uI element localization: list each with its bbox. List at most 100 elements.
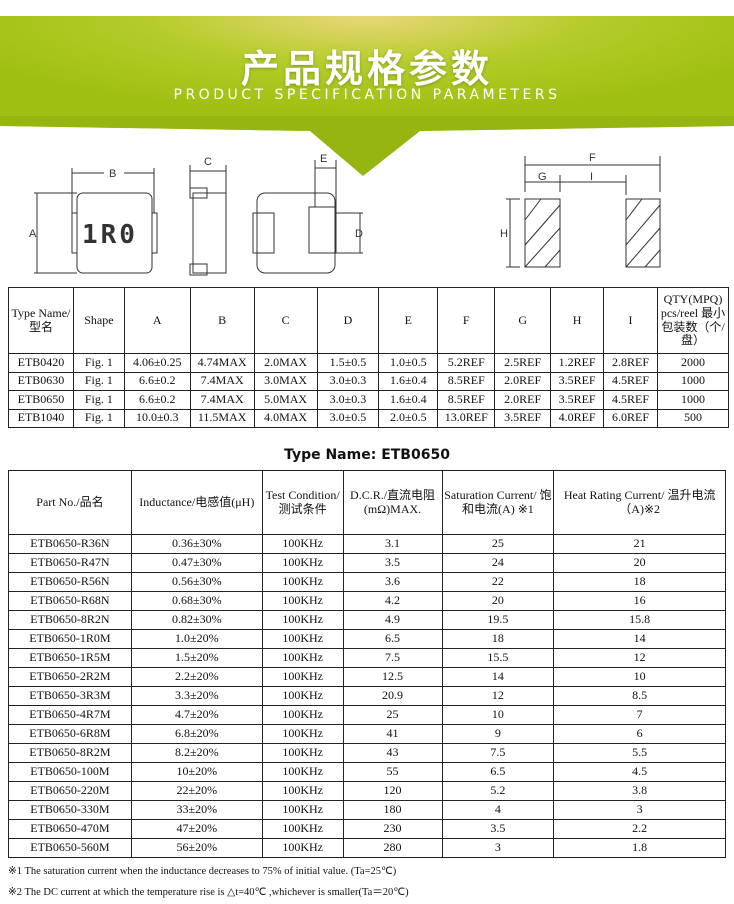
table-cell: 2.5REF [494,353,552,373]
table-cell: 4.5REF [603,390,658,410]
table-cell: 5.0MAX [253,390,318,410]
table-cell: 8.5REF [437,390,496,410]
table-row: ETB0650-4R7M 4.7±20% 100KHz 25 10 7 [8,705,726,725]
table-cell: 8.5REF [437,371,496,391]
dim-label-f: F [589,152,596,164]
table-cell: 0.82±30% [130,610,263,630]
table-cell: 14 [553,629,726,649]
table-cell: 55 [342,762,443,782]
column-header: Inductance/电感值(μH) [130,470,263,535]
table-cell: 25 [342,705,443,725]
column-header: F [437,287,496,354]
table-cell: 10±20% [130,762,263,782]
table-row: ETB0650-560M 56±20% 100KHz 280 3 1.8 [8,838,726,858]
table-cell: 1.8 [553,838,726,858]
table-cell: Fig. 1 [72,371,125,391]
table-cell: 100KHz [261,629,344,649]
table-cell: 24 [441,553,555,573]
column-header: G [494,287,552,354]
dim-label-g: G [538,171,547,183]
table-cell: 4.0REF [550,408,605,428]
table-cell: 4 [441,800,555,820]
table-cell: 3.0±0.3 [316,390,380,410]
table-cell: ETB0650-220M [8,781,132,801]
table-cell: ETB0650-560M [8,838,132,858]
table-cell: 3 [441,838,555,858]
table-cell: 18 [553,572,726,592]
table-cell: 4.2 [342,591,443,611]
table-cell: 3.3±20% [130,686,263,706]
table-row: ETB0650-8R2N 0.82±30% 100KHz 4.9 19.5 15.8 [8,610,726,630]
table-cell: 1.2REF [550,353,605,373]
table-cell: 20 [553,553,726,573]
table-cell: 6.0REF [603,408,658,428]
table-cell: 1.6±0.4 [378,371,439,391]
table-cell: 19.5 [441,610,555,630]
table-cell: 4.74MAX [189,353,255,373]
table-cell: 0.68±30% [130,591,263,611]
table-cell: 100KHz [261,800,344,820]
dimension-drawing: B A C D E F G I H 1R0 [29,152,661,276]
table-cell: 15.8 [553,610,726,630]
table-cell: 2.2 [553,819,726,839]
table-cell: 5.2 [441,781,555,801]
table-cell: 6.6±0.2 [123,390,191,410]
table-cell: 2.0MAX [253,353,318,373]
table-cell: 10 [441,705,555,725]
table-cell: 20 [441,591,555,611]
table-cell: 100KHz [261,686,344,706]
table-cell: 9 [441,724,555,744]
table-cell: ETB0650-2R2M [8,667,132,687]
table-cell: 1.5±20% [130,648,263,668]
table-cell: 7.4MAX [189,390,255,410]
table-cell: ETB0650-8R2N [8,610,132,630]
table-cell: 4.9 [342,610,443,630]
table-cell: 3.5 [342,553,443,573]
table-cell: 180 [342,800,443,820]
table-cell: 2.2±20% [130,667,263,687]
dim-label-b: B [109,168,116,180]
spec-table: Type Name/型名 Shape A B C D E F G H I QTY(MPQ) pcs/r… [8,287,730,428]
table-cell: ETB0650-8R2M [8,743,132,763]
table-row: ETB0650-R56N 0.56±30% 100KHz 3.6 22 18 [8,572,726,592]
table-cell: 1.0±0.5 [378,353,439,373]
table-cell: 3.0±0.3 [316,371,380,391]
table-cell: 6 [553,724,726,744]
table-cell: 5.2REF [437,353,496,373]
header-row: Type Name/型名 Shape A B C D E F G H I QTY(MPQ) pcs/r… [8,287,730,354]
column-header: E [378,287,439,354]
table-row: ETB0650-8R2M 8.2±20% 100KHz 43 7.5 5.5 [8,743,726,763]
table-cell: ETB0650-330M [8,800,132,820]
table-cell: 21 [553,534,726,554]
table-cell: ETB0650 [8,390,74,410]
column-header: Shape [72,287,125,354]
dim-label-h-i: I [590,171,593,183]
banner-title: 产品规格参数 [240,47,493,91]
table-row: ETB0650-1R0M 1.0±20% 100KHz 6.5 18 14 [8,629,726,649]
table-cell: 100KHz [261,610,344,630]
table-cell: 33±20% [130,800,263,820]
table-cell: ETB0650-470M [8,819,132,839]
table-row: ETB0650 Fig. 1 6.6±0.2 7.4MAX 5.0MAX 3.0±0.3 1… [8,390,730,410]
column-header: Test Condition/ 测试条件 [261,470,344,535]
table-cell: 230 [342,819,443,839]
type-name-title: Type Name: ETB0650 [284,447,450,463]
table-cell: 100KHz [261,534,344,554]
table-cell: 10.0±0.3 [123,408,191,428]
table-cell: 3.5REF [494,408,552,428]
table-row: ETB0650-R36N 0.36±30% 100KHz 3.1 25 21 [8,534,726,554]
table-cell: 41 [342,724,443,744]
table-cell: 6.5 [342,629,443,649]
table-cell: 5.5 [553,743,726,763]
table-cell: ETB0650-6R8M [8,724,132,744]
table-cell: 0.56±30% [130,572,263,592]
table-cell: 22 [441,572,555,592]
table-cell: 56±20% [130,838,263,858]
table-cell: 0.47±30% [130,553,263,573]
dim-label-d: D [355,228,363,240]
footnote-1: ※1 The saturation current when the induc… [8,866,397,877]
part-table: Part No./品名 Inductance/电感值(μH) Test Condit… [8,470,726,858]
column-header: Heat Rating Current/ 温升电流（A)※2 [553,470,726,535]
footnote-2: ※2 The DC current at which the temperatu… [8,887,409,898]
table-cell: 120 [342,781,443,801]
